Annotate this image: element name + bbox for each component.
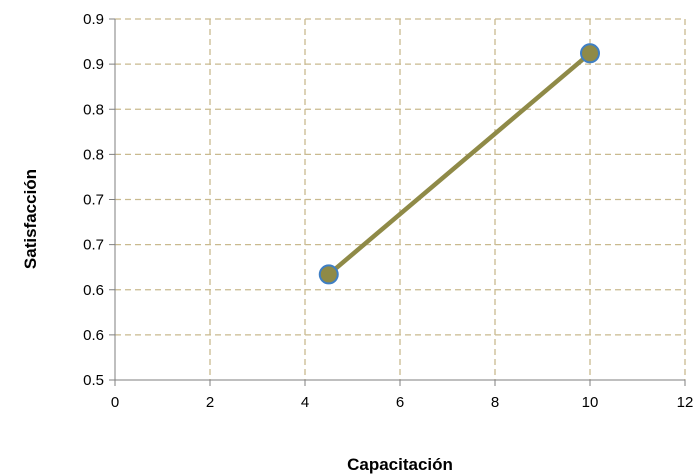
- y-tick-label: 0.8: [83, 101, 104, 118]
- x-axis-title: Capacitación: [347, 455, 453, 474]
- x-tick-label: 8: [491, 394, 499, 411]
- y-tick-label: 0.9: [83, 56, 104, 73]
- y-tick-label: 0.9: [83, 11, 104, 28]
- y-tick-label: 0.8: [83, 146, 104, 163]
- x-tick-label: 10: [582, 394, 599, 411]
- y-tick-label: 0.6: [83, 327, 104, 344]
- grid-lines: [115, 18, 686, 380]
- y-tick-label: 0.7: [83, 192, 104, 209]
- x-tick-label: 2: [206, 394, 214, 411]
- x-tick-label: 6: [396, 394, 404, 411]
- data-point: [580, 43, 600, 64]
- data-point: [318, 264, 339, 285]
- axes: [109, 18, 686, 386]
- x-tick-label: 0: [111, 394, 119, 411]
- y-tick-label: 0.6: [83, 282, 104, 299]
- x-tick-label: 12: [677, 394, 694, 411]
- y-tick-label: 0.7: [83, 237, 104, 254]
- x-tick-label: 4: [301, 394, 309, 411]
- y-tick-label: 0.5: [83, 372, 104, 389]
- y-axis-title: Satisfacción: [21, 169, 40, 269]
- series-line: [326, 51, 593, 277]
- tick-labels: 0.5 0.6 0.6 0.7 0.7 0.8 0.8 0.9 0.9 0 2 4 6 8 10 12: [83, 11, 693, 411]
- data-series: [318, 43, 600, 285]
